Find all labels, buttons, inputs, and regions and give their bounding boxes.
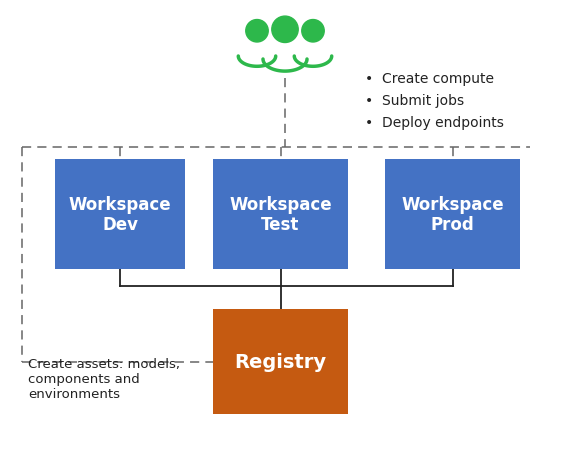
Text: Workspace
Test: Workspace Test (229, 195, 332, 234)
Text: Workspace
Prod: Workspace Prod (401, 195, 504, 234)
Text: •  Submit jobs: • Submit jobs (365, 94, 464, 108)
Text: Workspace
Dev: Workspace Dev (69, 195, 171, 234)
Text: •  Create compute: • Create compute (365, 72, 494, 86)
Text: Create assets: models,
components and
environments: Create assets: models, components and en… (28, 357, 180, 400)
FancyBboxPatch shape (55, 160, 185, 269)
Circle shape (272, 17, 298, 43)
FancyBboxPatch shape (385, 160, 520, 269)
Circle shape (246, 20, 268, 43)
FancyBboxPatch shape (213, 160, 348, 269)
Text: Registry: Registry (234, 352, 327, 371)
FancyBboxPatch shape (213, 309, 348, 414)
Text: •  Deploy endpoints: • Deploy endpoints (365, 116, 504, 130)
Circle shape (302, 20, 324, 43)
